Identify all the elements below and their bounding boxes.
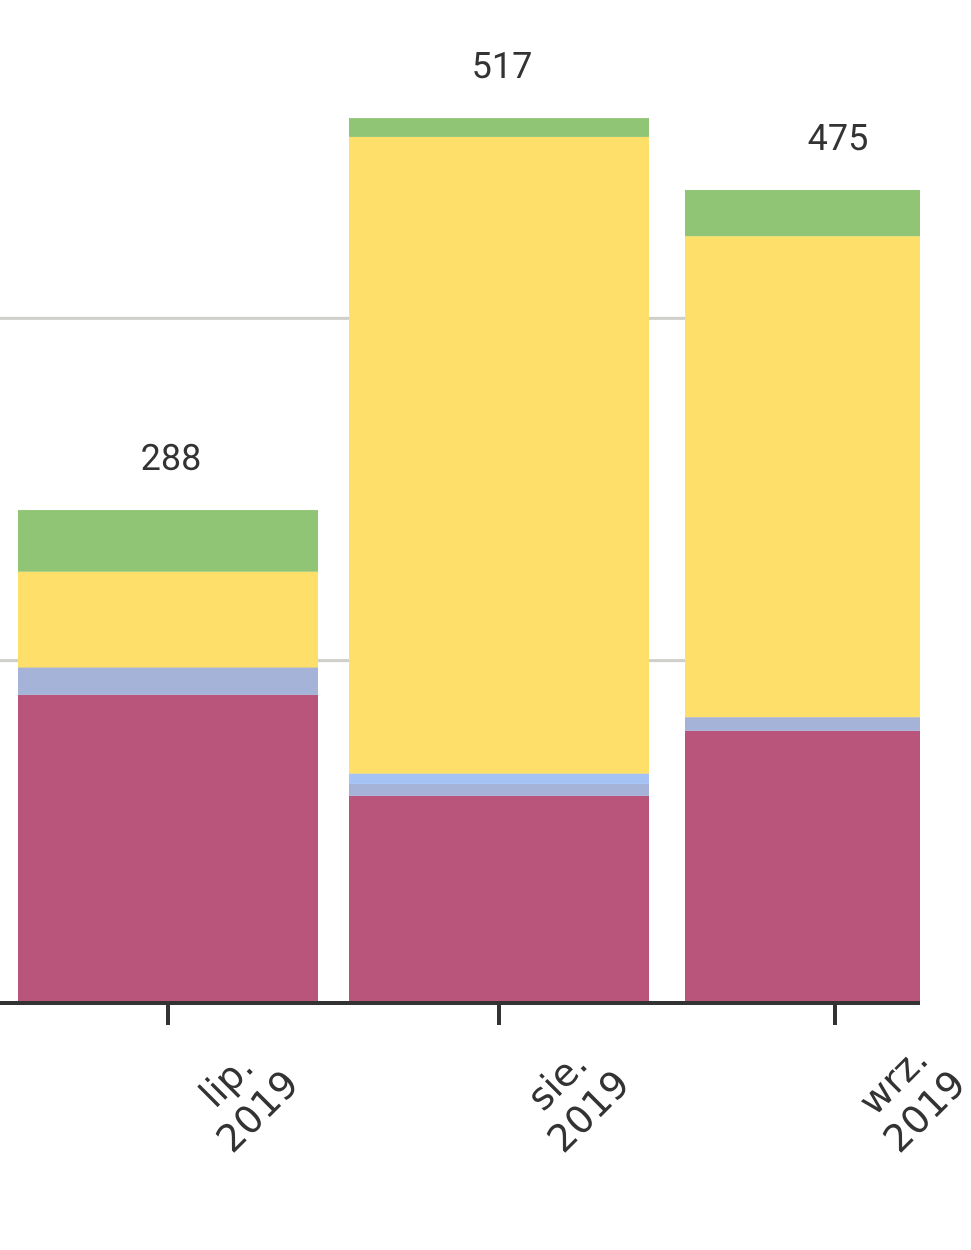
total-label: 517 <box>472 45 533 87</box>
bar-segment <box>685 189 920 237</box>
bar-segment <box>685 717 920 731</box>
bar-segment <box>349 136 649 774</box>
bar-segment <box>349 118 649 137</box>
bar-segment <box>685 730 920 1003</box>
total-label: 475 <box>808 117 869 159</box>
bar-segment <box>349 795 649 1003</box>
bar-segment <box>18 571 318 668</box>
bar-segment <box>349 783 649 796</box>
bar-segment <box>18 667 318 695</box>
bar-segment <box>18 510 318 572</box>
total-label: 288 <box>141 437 202 479</box>
bar-segment <box>18 694 318 1003</box>
bar-segment <box>349 773 649 784</box>
bar-segment <box>685 236 920 718</box>
